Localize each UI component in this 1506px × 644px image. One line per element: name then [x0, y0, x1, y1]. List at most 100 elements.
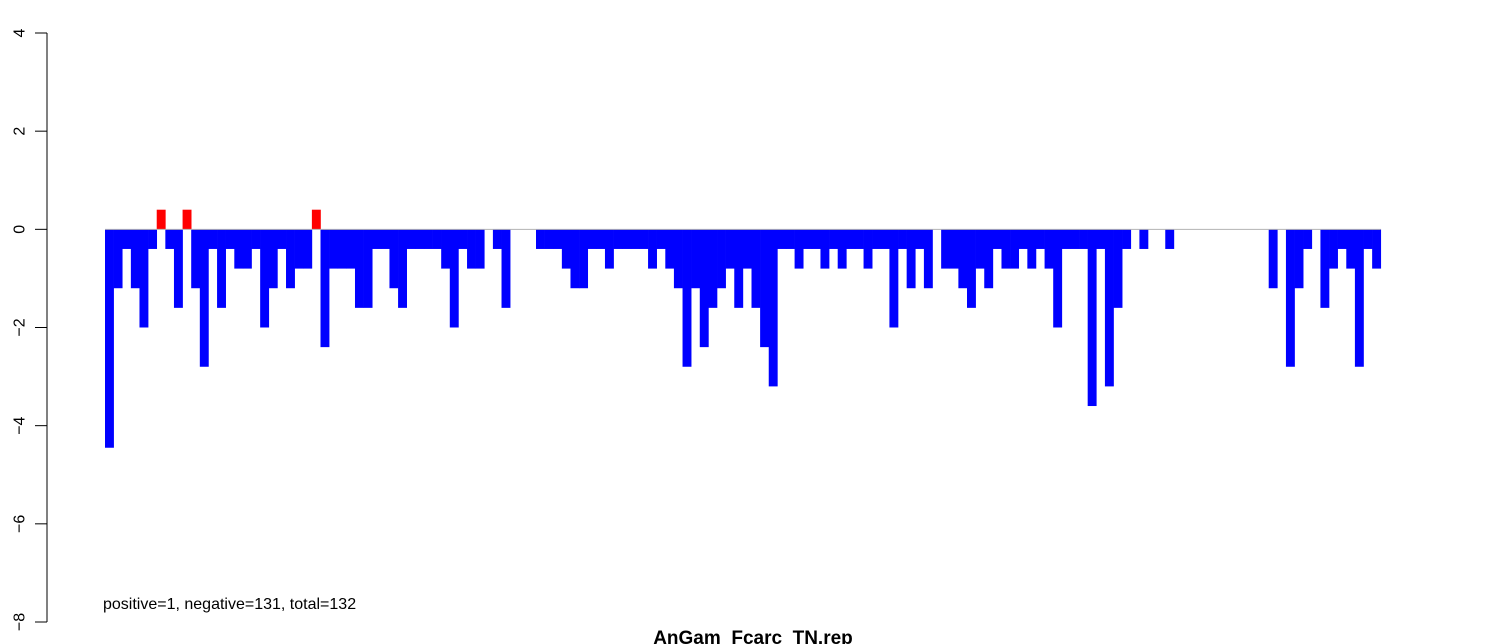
- bar-negative: [1053, 229, 1063, 328]
- bar-negative: [225, 229, 235, 249]
- bar-negative: [492, 229, 502, 249]
- bar-negative: [699, 229, 709, 348]
- bar-negative: [863, 229, 873, 269]
- bar-negative: [398, 229, 407, 308]
- summary-annotation: positive=1, negative=131, total=132: [103, 596, 356, 613]
- bar-negative: [1044, 229, 1054, 269]
- y-tick-label: 2: [12, 127, 29, 136]
- bar-negative: [1087, 229, 1097, 407]
- bar-negative: [915, 229, 925, 249]
- bar-negative: [122, 229, 132, 249]
- bar-negative: [949, 229, 959, 269]
- bar-negative: [329, 229, 339, 269]
- bar-negative: [665, 229, 675, 269]
- bar-negative: [768, 229, 778, 387]
- y-axis: −8 −6 −4 −2 0 2 4: [12, 28, 48, 631]
- bar-negative: [923, 229, 933, 289]
- y-tick-label: 0: [12, 225, 29, 234]
- bar-negative: [346, 229, 356, 269]
- bar-negative: [984, 229, 994, 289]
- y-tick-label: −4: [12, 416, 29, 434]
- bar-negative: [1363, 229, 1373, 249]
- bar-negative: [363, 229, 373, 308]
- bar-negative: [1320, 229, 1330, 308]
- bar-positive: [156, 209, 166, 230]
- bar-negative: [691, 229, 701, 289]
- bar-negative: [553, 229, 563, 249]
- bar-negative: [1035, 229, 1045, 249]
- bar-positive: [311, 209, 321, 230]
- bar-negative: [1268, 229, 1278, 289]
- bar-negative: [1294, 229, 1304, 289]
- bar-negative: [898, 229, 907, 249]
- bar-negative: [389, 229, 399, 289]
- bar-negative: [596, 229, 606, 249]
- y-tick-label: 4: [12, 28, 29, 37]
- bar-negative: [1070, 229, 1080, 249]
- bar-negative: [294, 229, 304, 269]
- bar-negative: [975, 229, 985, 269]
- bar-negative: [372, 229, 382, 249]
- bar-negative: [1285, 229, 1295, 367]
- bar-negative: [415, 229, 425, 249]
- bar-negative: [1329, 229, 1338, 269]
- bar-negative: [725, 229, 735, 269]
- bar-negative: [1001, 229, 1011, 269]
- bar-negative: [561, 229, 571, 269]
- bar-negative: [1010, 229, 1020, 269]
- bar-negative: [682, 229, 692, 367]
- bar-negative: [1346, 229, 1356, 269]
- bar-negative: [785, 229, 795, 249]
- bar-negative: [1018, 229, 1028, 249]
- bar-negative: [475, 229, 485, 269]
- bar-negative: [441, 229, 451, 269]
- bar-negative: [820, 229, 830, 269]
- bar-negative: [501, 229, 511, 308]
- bar-positive: [182, 209, 192, 230]
- bar-negative: [794, 229, 804, 269]
- y-tick-label: −2: [12, 318, 29, 336]
- bar-negative: [303, 229, 313, 269]
- bar-negative: [199, 229, 209, 367]
- bar-negative: [277, 229, 287, 249]
- bar-negative: [570, 229, 580, 289]
- bar-negative: [1122, 229, 1132, 249]
- bar-negative: [587, 229, 597, 249]
- bar-negative: [165, 229, 175, 249]
- bar-negative: [742, 229, 752, 269]
- bar-negative: [1061, 229, 1071, 249]
- bar-negative: [992, 229, 1002, 249]
- bar-negative: [708, 229, 718, 308]
- bar-negative: [630, 229, 640, 249]
- bar-negative: [432, 229, 442, 249]
- bar-negative: [673, 229, 683, 289]
- y-tick-label: −8: [12, 613, 29, 631]
- bar-negative: [544, 229, 554, 249]
- bar-negative: [811, 229, 821, 249]
- bar-negative: [1165, 229, 1175, 249]
- bar-negative: [846, 229, 856, 249]
- bar-negative: [286, 229, 295, 289]
- bar-negative: [829, 229, 838, 249]
- bar-negative: [467, 229, 476, 269]
- bar-negative: [337, 229, 347, 269]
- bar-negative: [354, 229, 364, 308]
- bar-negative: [208, 229, 218, 249]
- bar-negative: [854, 229, 864, 249]
- bar-negative: [1113, 229, 1123, 308]
- bar-negative: [105, 229, 114, 448]
- bar-negative: [958, 229, 968, 289]
- bar-negative: [320, 229, 330, 348]
- bar-negative: [242, 229, 252, 269]
- bar-negative: [656, 229, 666, 249]
- bar-negative: [1337, 229, 1347, 249]
- bar-negative: [803, 229, 813, 249]
- bar-negative: [1303, 229, 1313, 249]
- bar-negative: [268, 229, 278, 289]
- bar-negative: [639, 229, 649, 249]
- bar-negative: [751, 229, 761, 308]
- bar-negative: [251, 229, 261, 249]
- bar-negative: [734, 229, 744, 308]
- y-tick-label: −6: [12, 515, 29, 533]
